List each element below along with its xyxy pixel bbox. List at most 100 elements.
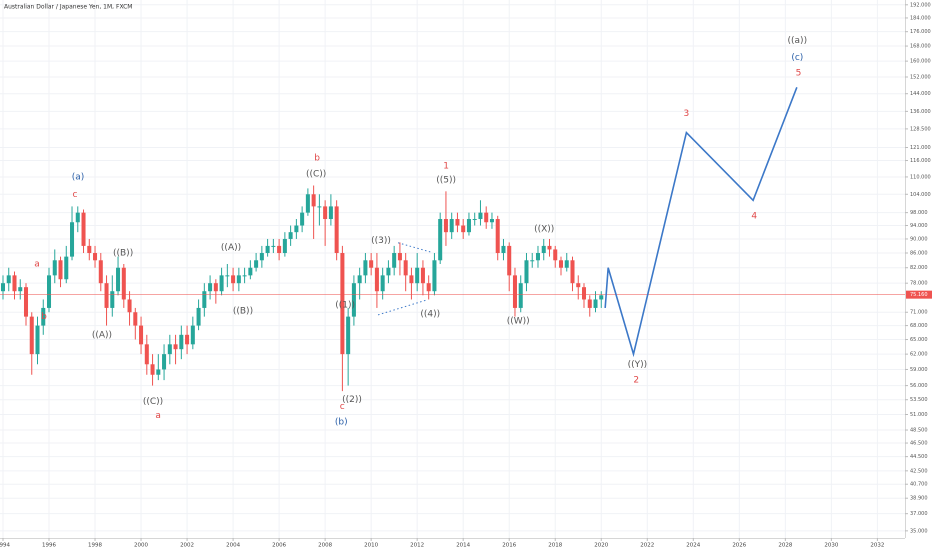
candle-body xyxy=(144,344,149,365)
x-tick-label: 2012 xyxy=(410,543,424,549)
candle-body xyxy=(110,291,115,308)
candle-body xyxy=(438,219,443,261)
y-tick-label: 51.000 xyxy=(910,412,928,418)
candle-body xyxy=(489,219,494,223)
x-tick-label: 1994 xyxy=(0,543,10,549)
candle-body xyxy=(6,275,11,284)
x-tick-label: 2022 xyxy=(640,543,654,549)
annotation: ((3)) xyxy=(371,236,391,246)
candle-body xyxy=(587,299,592,308)
candle-body xyxy=(41,307,46,326)
annotation: ((Y)) xyxy=(628,360,648,370)
candle-body xyxy=(461,225,466,233)
candle-body xyxy=(455,219,460,226)
annotation: ((B)) xyxy=(113,249,133,259)
candle-body xyxy=(363,260,368,276)
candle-body xyxy=(162,354,167,370)
marks: (a) c a b ((B)) ((A)) ((C)) a ((A)) ((B)) b ((C)) ((… xyxy=(0,36,905,427)
x-tick-label: 2014 xyxy=(456,543,470,549)
candle-body xyxy=(472,219,477,221)
candle-body xyxy=(432,260,437,292)
candle-body xyxy=(231,275,236,284)
candle-body xyxy=(18,287,23,292)
candle-body xyxy=(558,260,564,268)
candle-body xyxy=(553,249,558,261)
annotation: c xyxy=(73,190,78,200)
candle-body xyxy=(242,275,247,277)
annotation: ((A)) xyxy=(92,330,112,340)
candle-body xyxy=(380,275,385,292)
candle-body xyxy=(403,260,408,276)
candle-body xyxy=(208,283,213,292)
y-tick-label: 78.000 xyxy=(910,281,928,287)
trendline xyxy=(377,299,428,316)
candle-body xyxy=(12,275,17,292)
candle-body xyxy=(81,212,86,246)
candle-body xyxy=(139,325,144,345)
x-tick-label: 2004 xyxy=(226,543,240,549)
candle-body xyxy=(466,219,471,233)
annotation: a xyxy=(155,411,161,421)
y-tick-label: 40.700 xyxy=(910,482,928,488)
x-tick-label: 2026 xyxy=(732,543,746,549)
last-price-box xyxy=(906,290,932,299)
candle-body xyxy=(52,260,57,276)
y-tick-label: 86.000 xyxy=(910,251,928,257)
candle-body xyxy=(351,283,356,317)
x-tick-label: 2018 xyxy=(548,543,562,549)
candle-body xyxy=(116,267,121,292)
x-tick-label: 1998 xyxy=(88,543,102,549)
candle-body xyxy=(167,344,172,355)
candle-body xyxy=(265,245,270,254)
candle-body xyxy=(271,245,276,247)
candle-body xyxy=(133,312,138,326)
candle-body xyxy=(593,299,598,308)
candle-body xyxy=(518,283,523,308)
y-tick-label: 38.900 xyxy=(910,496,928,502)
candle-body xyxy=(75,212,80,223)
candle-body xyxy=(449,219,454,233)
candle-body xyxy=(495,219,500,254)
candle-body xyxy=(415,267,420,284)
candle-body xyxy=(98,260,103,284)
annotation: 5 xyxy=(796,68,802,78)
candle-body xyxy=(305,194,310,213)
candle-body xyxy=(236,275,241,284)
y-tick-label: 168.000 xyxy=(910,44,931,50)
projection-line xyxy=(604,87,798,358)
candle-body xyxy=(346,316,351,355)
candle-body xyxy=(23,287,29,317)
y-tick-label: 44.500 xyxy=(910,454,928,460)
candle-body xyxy=(547,245,552,250)
candle-body xyxy=(564,260,569,268)
y-tick-label: 144.000 xyxy=(910,91,931,97)
candle-body xyxy=(484,212,489,223)
candle-body xyxy=(64,256,69,280)
trendline xyxy=(397,242,431,253)
candle-body xyxy=(334,206,339,254)
annotation: 4 xyxy=(751,211,757,221)
candle-body xyxy=(248,267,253,276)
annotation: a xyxy=(34,259,40,269)
candle-body xyxy=(328,206,333,220)
candle-body xyxy=(156,369,161,375)
annotation: b xyxy=(41,312,47,322)
annotation: ((4)) xyxy=(420,309,440,319)
candle-body xyxy=(127,299,132,313)
annotation: ((C)) xyxy=(306,170,326,180)
chart-title: Australian Dollar / Japanese Yen, 1M, FX… xyxy=(4,4,132,11)
y-tick-label: 46.500 xyxy=(910,441,928,447)
annotation: b xyxy=(314,153,320,163)
candle-body xyxy=(386,267,391,276)
annotation: (a) xyxy=(72,172,85,182)
x-tick-label: 2002 xyxy=(180,543,194,549)
x-tick-label: 2028 xyxy=(778,543,792,549)
y-tick-label: 152.000 xyxy=(910,74,931,80)
y-tick-label: 136.000 xyxy=(910,109,931,115)
candle-body xyxy=(535,253,540,261)
annotation: ((2)) xyxy=(342,395,362,405)
candle-body xyxy=(443,219,448,233)
candle-body xyxy=(317,206,322,208)
